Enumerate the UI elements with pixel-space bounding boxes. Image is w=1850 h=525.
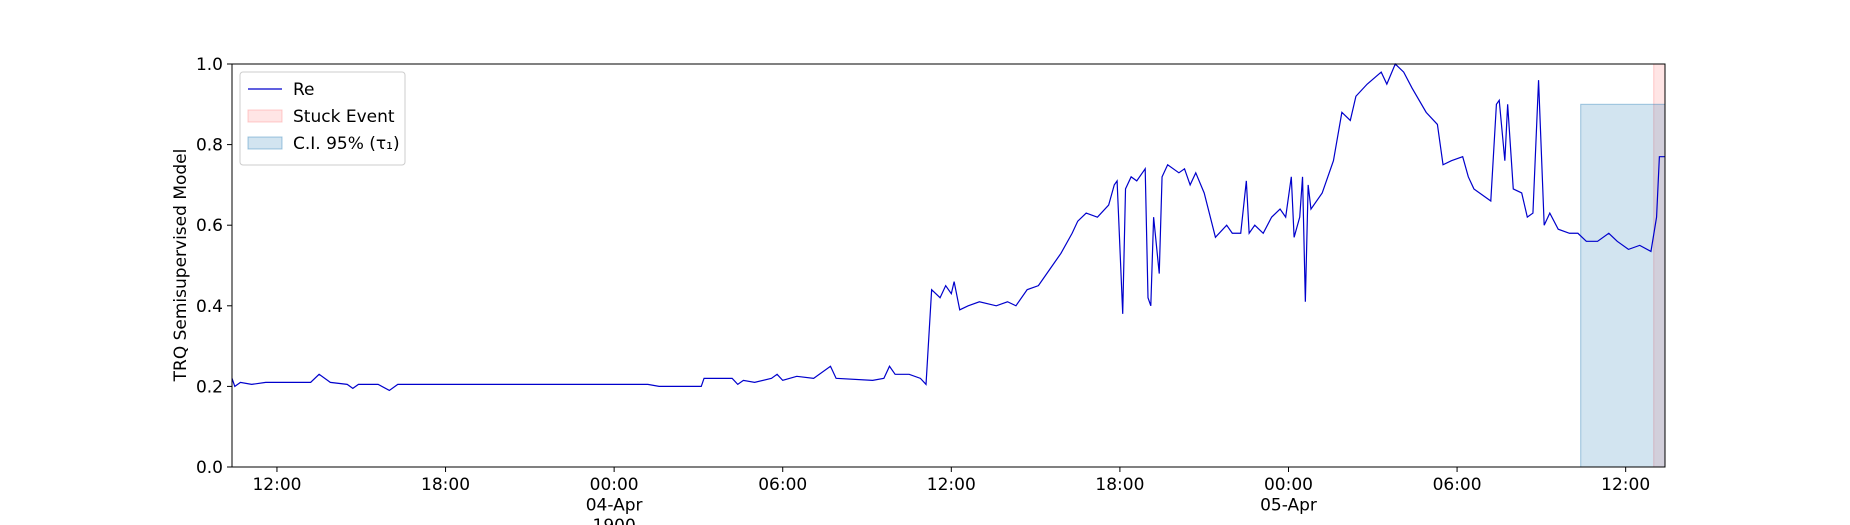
tick-label-line: 04-Apr: [586, 495, 643, 515]
legend-swatch: [247, 136, 283, 150]
x-tick-label: 12:00: [252, 475, 301, 495]
tick-label-line: 05-Apr: [1260, 495, 1317, 515]
legend-box: [239, 71, 406, 166]
x-tick-label: 00:00 05-Apr: [1260, 475, 1317, 515]
tick-label-line: 00:00: [1264, 475, 1313, 495]
y-tick-label: 0.2: [196, 377, 223, 397]
x-tick-label: 06:00: [1433, 475, 1482, 495]
legend-label: C.I. 95% (τ₁): [293, 134, 400, 154]
x-tick-label: 12:00: [927, 475, 976, 495]
y-tick-label: 0.8: [196, 136, 223, 156]
y-tick-label: 0.4: [196, 297, 223, 317]
plot-frame: [231, 63, 1666, 468]
line: [231, 62, 1665, 392]
x-tick-label: 18:00: [421, 475, 470, 495]
y-axis-label: TRQ Semisupervised Model: [171, 149, 191, 383]
legend: Re Stuck Event C.I. 95% (τ₁): [239, 71, 406, 166]
tick-label-line: 1900: [593, 516, 636, 525]
x-tick-label: 18:00: [1095, 475, 1144, 495]
y-tick-label: 0.0: [196, 458, 223, 478]
legend-swatch: [247, 109, 283, 123]
x-tick-label: 12:00: [1601, 475, 1650, 495]
x-tick-label: 06:00: [758, 475, 807, 495]
y-tick-label: 0.6: [196, 216, 223, 236]
span: [1580, 103, 1666, 468]
legend-label: Stuck Event: [293, 107, 395, 127]
tick-label-line: 00:00: [590, 475, 639, 495]
legend-label: Re: [293, 80, 315, 100]
y-tick-label: 1.0: [196, 55, 223, 75]
